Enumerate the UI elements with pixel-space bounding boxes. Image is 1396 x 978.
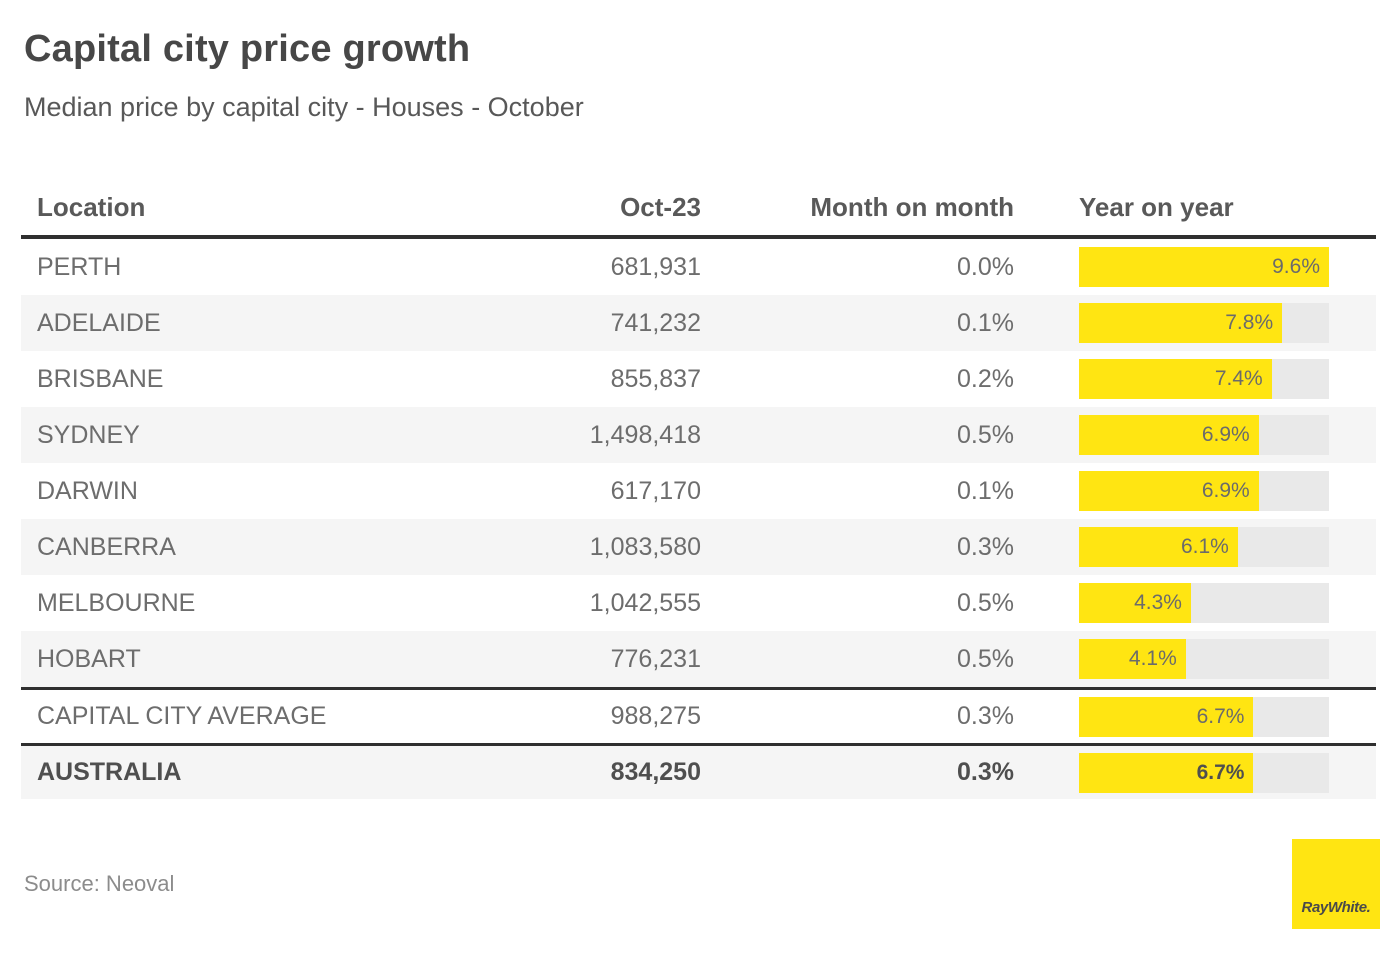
yoy-bar-track: 6.1% <box>1079 527 1329 567</box>
row-mom: 0.1% <box>957 308 1014 337</box>
row-location: ADELAIDE <box>37 308 161 337</box>
row-price: 681,931 <box>610 252 701 281</box>
table-body: PERTH 681,931 0.0% 9.6% ADELAIDE 741,232… <box>21 239 1376 799</box>
yoy-bar-track: 6.7% <box>1079 752 1329 793</box>
page-subtitle: Median price by capital city - Houses - … <box>24 92 584 122</box>
row-location: DARWIN <box>37 476 138 505</box>
row-price: 855,837 <box>610 364 701 393</box>
source-note: Source: Neoval <box>24 871 175 896</box>
yoy-bar-track: 6.9% <box>1079 415 1329 455</box>
yoy-bar-fill: 6.7% <box>1079 752 1254 793</box>
yoy-bar-cell: 7.8% <box>1079 303 1329 343</box>
row-price: 1,083,580 <box>589 532 701 561</box>
table-row: MELBOURNE 1,042,555 0.5% 4.3% <box>21 575 1376 631</box>
row-price: 617,170 <box>610 476 701 505</box>
yoy-bar-fill: 9.6% <box>1079 247 1329 287</box>
yoy-bar-track: 6.7% <box>1079 696 1329 737</box>
row-price: 1,042,555 <box>589 588 701 617</box>
row-mom: 0.5% <box>957 420 1014 449</box>
row-location: PERTH <box>37 252 122 281</box>
yoy-bar-track: 9.6% <box>1079 247 1329 287</box>
yoy-bar-cell: 6.7% <box>1079 752 1329 793</box>
price-table: Location Oct-23 Month on month Year on y… <box>21 179 1376 799</box>
raywhite-logo: RayWhite. <box>1292 839 1380 929</box>
yoy-bar-track: 7.8% <box>1079 303 1329 343</box>
row-location: CANBERRA <box>37 532 176 561</box>
row-mom: 0.3% <box>957 702 1014 730</box>
row-price: 776,231 <box>610 644 701 673</box>
yoy-bar-fill: 4.1% <box>1079 639 1186 679</box>
row-yoy-label: 4.3% <box>1134 591 1182 614</box>
yoy-bar-track: 4.3% <box>1079 583 1329 623</box>
row-mom: 0.1% <box>957 476 1014 505</box>
yoy-bar-track: 6.9% <box>1079 471 1329 511</box>
row-yoy-label: 7.4% <box>1214 367 1263 390</box>
yoy-bar-cell: 6.9% <box>1079 415 1329 455</box>
header-yoy: Year on year <box>1079 191 1234 222</box>
row-mom: 0.3% <box>957 532 1014 561</box>
footer: Source: Neoval RayWhite. <box>24 839 1380 929</box>
row-price: 741,232 <box>610 308 701 337</box>
row-location: MELBOURNE <box>37 588 196 617</box>
table-row: SYDNEY 1,498,418 0.5% 6.9% <box>21 407 1376 463</box>
table-row: BRISBANE 855,837 0.2% 7.4% <box>21 351 1376 407</box>
raywhite-logo-text: RayWhite. <box>1301 899 1371 916</box>
yoy-bar-cell: 6.7% <box>1079 696 1329 737</box>
header-mom: Month on month <box>810 191 1014 222</box>
yoy-bar-fill: 4.3% <box>1079 583 1191 623</box>
row-price: 988,275 <box>610 702 701 730</box>
yoy-bar-fill: 7.4% <box>1079 359 1272 399</box>
yoy-bar-fill: 7.8% <box>1079 303 1283 343</box>
row-location: BRISBANE <box>37 364 164 393</box>
table-header-row: Location Oct-23 Month on month Year on y… <box>21 179 1376 239</box>
yoy-bar-fill: 6.9% <box>1079 471 1259 511</box>
row-yoy-label: 7.8% <box>1225 311 1274 334</box>
row-price: 834,250 <box>610 758 701 786</box>
table-row: CAPITAL CITY AVERAGE 988,275 0.3% 6.7% <box>21 687 1376 743</box>
table-row: CANBERRA 1,083,580 0.3% 6.1% <box>21 519 1376 575</box>
row-mom: 0.2% <box>957 364 1014 393</box>
row-yoy-label: 6.1% <box>1180 535 1229 558</box>
yoy-bar-cell: 6.9% <box>1079 471 1329 511</box>
row-mom: 0.3% <box>957 758 1014 786</box>
table-row: HOBART 776,231 0.5% 4.1% <box>21 631 1376 687</box>
yoy-bar-cell: 9.6% <box>1079 247 1329 287</box>
row-yoy-label: 4.1% <box>1128 647 1177 670</box>
row-mom: 0.5% <box>957 588 1014 617</box>
yoy-bar-cell: 6.1% <box>1079 527 1329 567</box>
table-row: AUSTRALIA 834,250 0.3% 6.7% <box>21 743 1376 799</box>
row-location: HOBART <box>37 644 141 673</box>
table-row: DARWIN 617,170 0.1% 6.9% <box>21 463 1376 519</box>
yoy-bar-track: 4.1% <box>1079 639 1329 679</box>
row-mom: 0.5% <box>957 644 1014 673</box>
yoy-bar-fill: 6.7% <box>1079 696 1254 737</box>
row-yoy-label: 9.6% <box>1272 255 1320 278</box>
header-location: Location <box>37 191 146 222</box>
row-yoy-label: 6.9% <box>1201 479 1250 502</box>
yoy-bar-cell: 7.4% <box>1079 359 1329 399</box>
row-price: 1,498,418 <box>589 420 701 449</box>
row-yoy-label: 6.7% <box>1196 760 1245 784</box>
row-mom: 0.0% <box>957 252 1014 281</box>
row-yoy-label: 6.9% <box>1201 423 1250 446</box>
yoy-bar-track: 7.4% <box>1079 359 1329 399</box>
row-yoy-label: 6.7% <box>1196 704 1245 728</box>
header-price: Oct-23 <box>620 191 701 222</box>
yoy-bar-cell: 4.3% <box>1079 583 1329 623</box>
row-location: CAPITAL CITY AVERAGE <box>37 702 327 730</box>
table-row: ADELAIDE 741,232 0.1% 7.8% <box>21 295 1376 351</box>
yoy-bar-fill: 6.1% <box>1079 527 1238 567</box>
page-title: Capital city price growth <box>24 28 471 70</box>
row-location: AUSTRALIA <box>37 758 182 786</box>
row-location: SYDNEY <box>37 420 140 449</box>
yoy-bar-fill: 6.9% <box>1079 415 1259 455</box>
yoy-bar-cell: 4.1% <box>1079 639 1329 679</box>
table-row: PERTH 681,931 0.0% 9.6% <box>21 239 1376 295</box>
